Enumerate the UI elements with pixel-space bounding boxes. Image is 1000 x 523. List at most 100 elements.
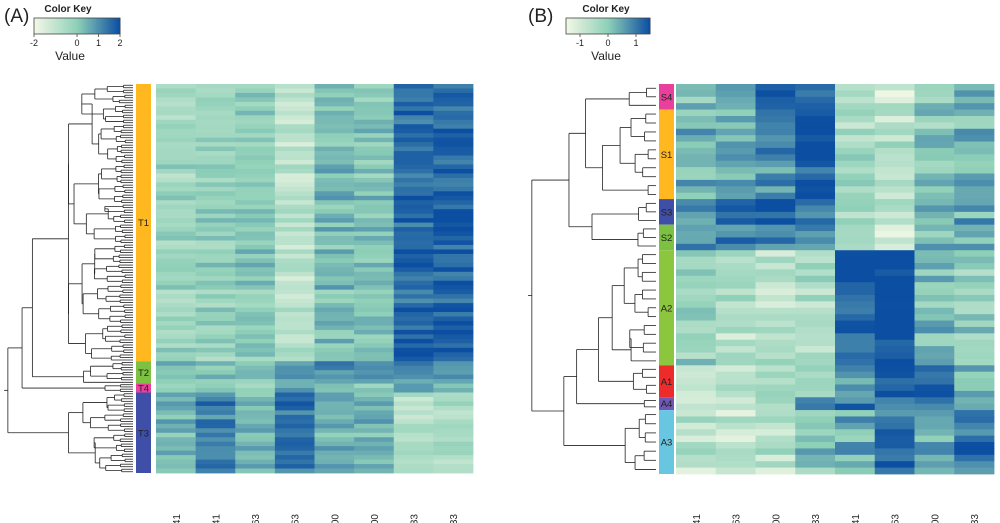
heatmap-cell <box>314 459 355 465</box>
heatmap-cell <box>835 128 876 136</box>
heatmap-cell <box>914 218 955 226</box>
heatmap-cell <box>314 191 355 197</box>
heatmap-cell <box>914 288 955 296</box>
heatmap-cell <box>393 240 434 246</box>
heatmap-cell <box>274 209 315 215</box>
heatmap-cell <box>874 128 915 136</box>
heatmap-cell <box>274 231 315 237</box>
heatmap-cell <box>715 186 756 194</box>
heatmap-cell <box>354 84 395 89</box>
heatmap-cell <box>914 346 955 353</box>
heatmap-cell <box>195 464 236 469</box>
heatmap-cell <box>954 128 995 136</box>
heatmap-cell <box>354 227 395 232</box>
heatmap-cell <box>354 432 395 438</box>
heatmap-cell <box>195 352 236 358</box>
heatmap-cell <box>393 177 434 183</box>
heatmap-cell <box>156 307 197 313</box>
heatmap-cell <box>274 110 315 116</box>
heatmap-cell <box>156 222 197 228</box>
heatmap-cell <box>954 397 995 405</box>
heatmap-cell <box>195 258 236 264</box>
heatmap-cell <box>433 101 474 107</box>
heatmap-cell <box>274 186 315 192</box>
heatmap-cell <box>354 464 395 469</box>
heatmap-cell <box>274 379 315 384</box>
heatmap-cell <box>156 383 197 389</box>
heatmap-cell <box>835 103 876 110</box>
heatmap-cell <box>156 177 197 183</box>
color-key-swatch <box>53 18 56 34</box>
heatmap-cell <box>314 204 355 210</box>
heatmap-cell <box>795 243 836 251</box>
heatmap-cell <box>795 269 836 277</box>
heatmap-cell <box>676 282 717 289</box>
heatmap-cell <box>835 160 876 168</box>
heatmap-cell <box>235 133 276 139</box>
heatmap-cell <box>235 468 276 474</box>
heatmap-cell <box>874 199 915 206</box>
heatmap-cell <box>314 423 355 429</box>
heatmap-cell <box>354 267 395 273</box>
heatmap-cell <box>715 326 756 334</box>
heatmap-cell <box>715 122 756 130</box>
heatmap-cell <box>874 448 915 456</box>
heatmap-cell <box>954 294 995 302</box>
heatmap-cell <box>354 106 395 112</box>
heatmap-cell <box>314 356 355 362</box>
heatmap-cell <box>274 428 315 434</box>
color-key-swatch <box>83 18 87 34</box>
heatmap-cell <box>393 227 434 232</box>
column-label: SB 200 <box>771 514 782 523</box>
heatmap-cell <box>274 285 315 291</box>
heatmap-cell <box>156 294 197 300</box>
heatmap-cell <box>715 154 756 162</box>
heatmap-cell <box>835 397 876 405</box>
heatmap-cell <box>874 135 915 142</box>
heatmap-cell <box>676 205 717 213</box>
heatmap-cell <box>874 109 915 117</box>
heatmap-cell <box>354 222 395 228</box>
heatmap-cell <box>235 410 276 416</box>
heatmap-cell <box>755 192 796 200</box>
heatmap-cell <box>314 464 355 469</box>
cluster-bar-T4 <box>136 383 151 393</box>
heatmap-cell <box>914 429 955 437</box>
heatmap-cell <box>156 128 197 134</box>
heatmap-cell <box>795 403 836 411</box>
heatmap-cell <box>156 459 197 465</box>
color-key-swatch <box>587 18 590 34</box>
heatmap-cell <box>354 307 395 313</box>
heatmap-cell <box>676 128 717 136</box>
heatmap-cell <box>433 119 474 125</box>
heatmap-cell <box>954 179 995 187</box>
heatmap-cell <box>235 285 276 291</box>
heatmap-cell <box>195 446 236 452</box>
heatmap-cell <box>676 410 717 417</box>
heatmap-cell <box>676 301 717 309</box>
heatmap-cell <box>795 141 836 149</box>
color-key-swatch <box>44 18 48 34</box>
heatmap-cell <box>433 401 474 407</box>
heatmap-cell <box>954 301 995 309</box>
heatmap-cell <box>835 109 876 117</box>
heatmap-cell <box>914 160 955 168</box>
heatmap-cell <box>874 263 915 270</box>
heatmap-cell <box>274 168 315 174</box>
heatmap-cell <box>235 294 276 300</box>
heatmap-cell <box>314 168 355 174</box>
heatmap-cell <box>274 401 315 407</box>
heatmap-cell <box>156 253 197 259</box>
heatmap-cell <box>954 442 995 449</box>
heatmap-cell <box>795 186 836 194</box>
heatmap-cell <box>274 271 315 277</box>
heatmap-cell <box>393 128 434 134</box>
heatmap-cell <box>195 195 236 201</box>
heatmap-cell <box>235 374 276 380</box>
color-key-swatch <box>94 18 97 34</box>
heatmap-cell <box>433 464 474 469</box>
heatmap-cell <box>354 173 395 179</box>
heatmap-cell <box>433 446 474 452</box>
heatmap-cell <box>354 325 395 331</box>
heatmap-cell <box>914 307 955 315</box>
